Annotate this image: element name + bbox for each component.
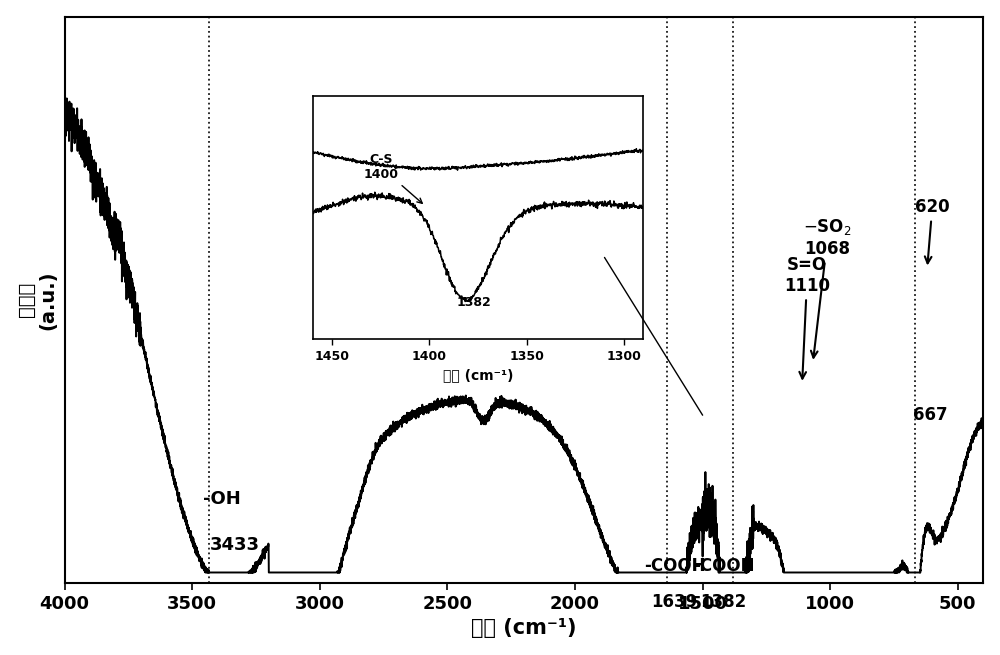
Text: 3433: 3433 — [210, 536, 260, 554]
Text: -COOH: -COOH — [693, 557, 755, 574]
Text: -COOH: -COOH — [644, 557, 706, 574]
Y-axis label: 透过率
(a.u.): 透过率 (a.u.) — [17, 270, 58, 329]
Text: 1639: 1639 — [652, 593, 698, 612]
Text: 667: 667 — [913, 406, 948, 424]
Text: 1382: 1382 — [701, 593, 747, 612]
Text: $-$SO$_2$
1068: $-$SO$_2$ 1068 — [803, 217, 852, 358]
Text: -OH: -OH — [203, 490, 241, 508]
X-axis label: 波长 (cm⁻¹): 波长 (cm⁻¹) — [471, 618, 577, 639]
Text: 620: 620 — [915, 198, 950, 263]
Text: S=O
1110: S=O 1110 — [784, 255, 830, 379]
